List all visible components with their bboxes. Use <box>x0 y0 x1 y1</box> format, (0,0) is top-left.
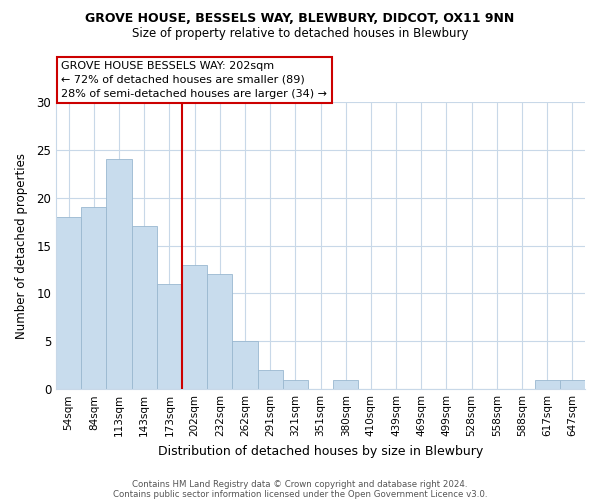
Bar <box>56 217 81 389</box>
Bar <box>535 380 560 389</box>
Bar <box>182 264 207 389</box>
Bar <box>560 380 585 389</box>
Text: Size of property relative to detached houses in Blewbury: Size of property relative to detached ho… <box>132 28 468 40</box>
Text: GROVE HOUSE BESSELS WAY: 202sqm
← 72% of detached houses are smaller (89)
28% of: GROVE HOUSE BESSELS WAY: 202sqm ← 72% of… <box>61 61 328 99</box>
Text: Contains public sector information licensed under the Open Government Licence v3: Contains public sector information licen… <box>113 490 487 499</box>
Bar <box>333 380 358 389</box>
Bar <box>157 284 182 389</box>
Bar <box>283 380 308 389</box>
Text: GROVE HOUSE, BESSELS WAY, BLEWBURY, DIDCOT, OX11 9NN: GROVE HOUSE, BESSELS WAY, BLEWBURY, DIDC… <box>85 12 515 26</box>
Bar <box>232 342 257 389</box>
X-axis label: Distribution of detached houses by size in Blewbury: Distribution of detached houses by size … <box>158 444 483 458</box>
Y-axis label: Number of detached properties: Number of detached properties <box>15 152 28 338</box>
Bar <box>257 370 283 389</box>
Bar <box>106 160 131 389</box>
Bar <box>207 274 232 389</box>
Text: Contains HM Land Registry data © Crown copyright and database right 2024.: Contains HM Land Registry data © Crown c… <box>132 480 468 489</box>
Bar <box>81 207 106 389</box>
Bar <box>131 226 157 389</box>
